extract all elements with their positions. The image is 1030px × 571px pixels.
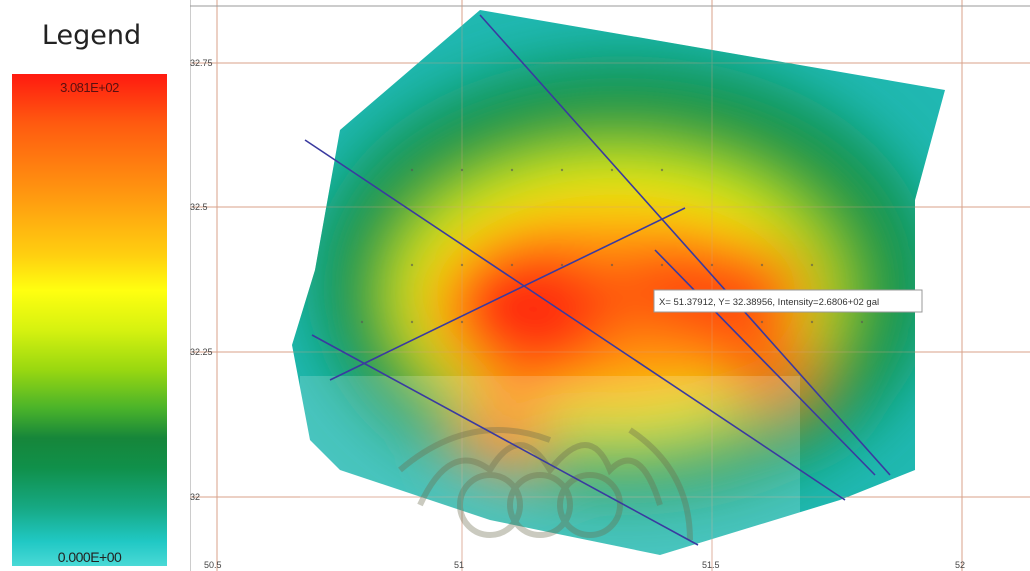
legend-color-bar	[12, 74, 167, 566]
y-tick-label: 32	[190, 492, 200, 502]
fault-line-2	[304, 139, 846, 501]
map-view[interactable]: 32.75 32.5 32.25 32 50.5 51 51.5 52 X= 5…	[190, 0, 1030, 571]
y-tick-label: 32.75	[190, 58, 213, 68]
legend-min-label: 0.000E+00	[57, 549, 122, 565]
axis-labels: 32.75 32.5 32.25 32 50.5 51 51.5 52	[190, 58, 965, 570]
fault-lines	[304, 14, 891, 546]
intensity-map[interactable]: 32.75 32.5 32.25 32 50.5 51 51.5 52 X= 5…	[190, 0, 1030, 571]
legend-title: Legend	[41, 20, 142, 51]
watermark-emblem	[300, 376, 800, 571]
y-tick-label: 32.5	[190, 202, 208, 212]
x-tick-label: 51	[454, 560, 464, 570]
x-tick-label: 51.5	[702, 560, 720, 570]
coordinate-tooltip: X= 51.37912, Y= 32.38956, Intensity=2.68…	[653, 289, 923, 313]
x-tick-label: 52	[955, 560, 965, 570]
y-tick-label: 32.25	[190, 347, 213, 357]
legend-panel: Legend 3.081E+02 0.000E+00	[0, 0, 183, 571]
fault-line-3	[654, 249, 876, 476]
tooltip-text: X= 51.37912, Y= 32.38956, Intensity=2.68…	[659, 297, 879, 308]
map-grid-overlay	[290, 0, 950, 571]
x-tick-label: 50.5	[204, 560, 222, 570]
grid-node-markers	[360, 168, 864, 324]
fault-line-4	[329, 207, 686, 381]
legend-max-label: 3.081E+02	[60, 80, 119, 95]
fault-line-5	[311, 334, 699, 546]
intensity-field	[292, 10, 945, 555]
fault-line-1	[479, 14, 891, 476]
